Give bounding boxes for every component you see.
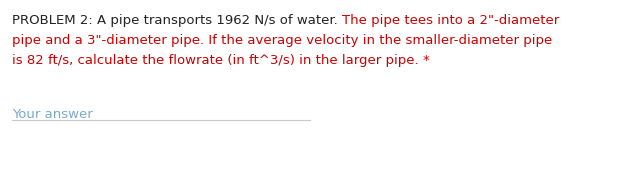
- Text: *: *: [423, 54, 430, 67]
- Text: pipe and a 3"-diameter pipe. If the average velocity in the smaller-diameter pip: pipe and a 3"-diameter pipe. If the aver…: [12, 34, 552, 47]
- Text: PROBLEM 2: A pipe transports 1962 N/s of water.: PROBLEM 2: A pipe transports 1962 N/s of…: [12, 14, 342, 27]
- Text: is 82 ft/s, calculate the flowrate (in ft^3/s) in the larger pipe.: is 82 ft/s, calculate the flowrate (in f…: [12, 54, 423, 67]
- Text: Your answer: Your answer: [12, 108, 93, 121]
- Text: The pipe tees into a 2"-diameter: The pipe tees into a 2"-diameter: [342, 14, 559, 27]
